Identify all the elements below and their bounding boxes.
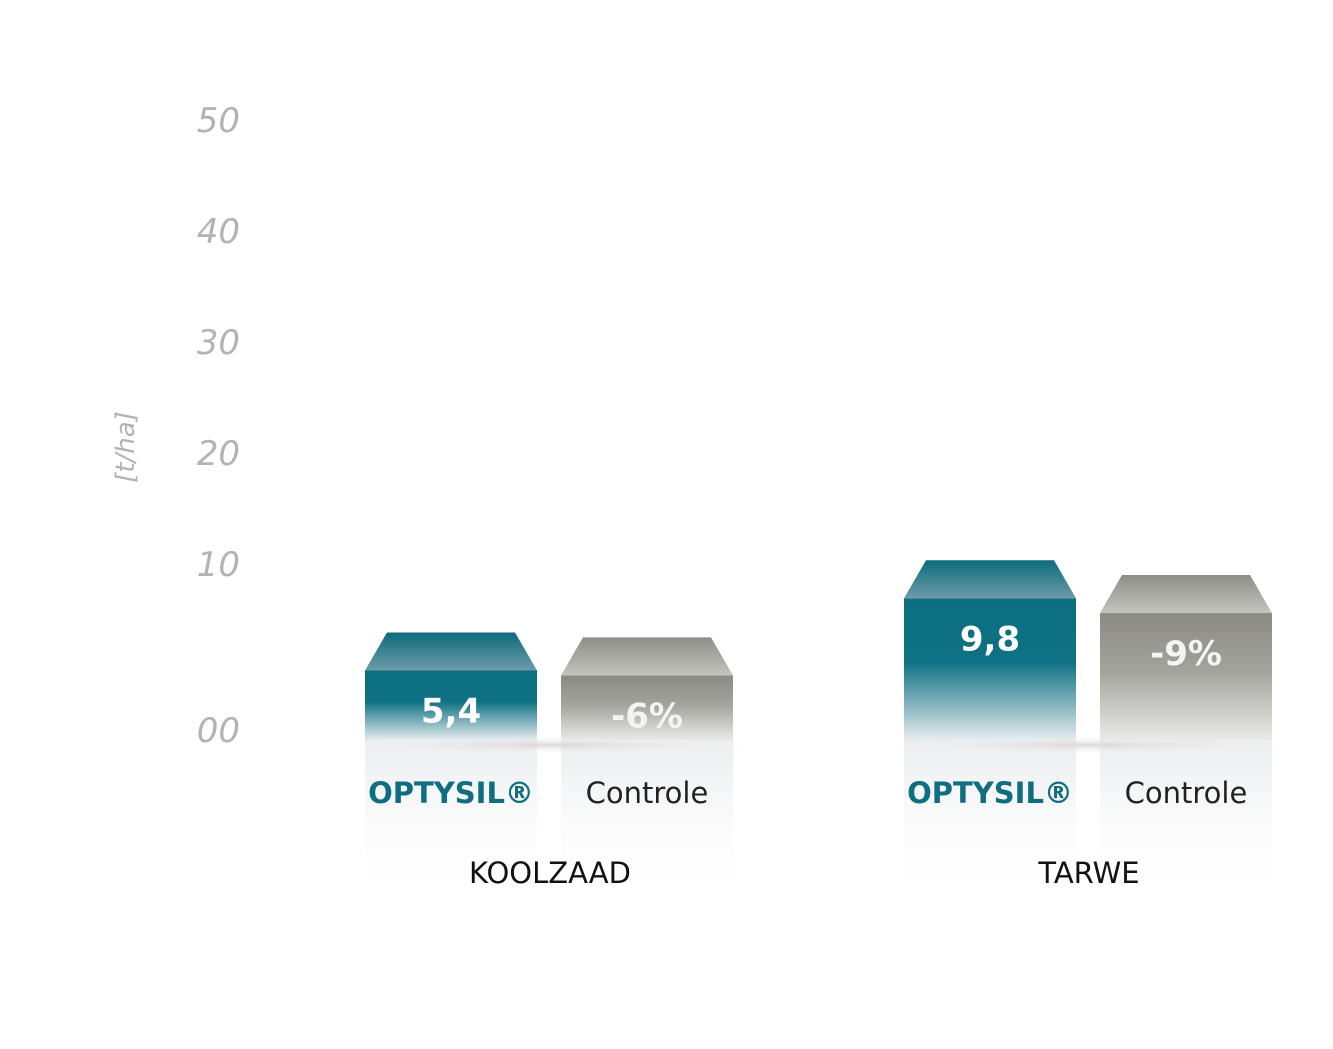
y-tick-label: 00 <box>197 711 240 751</box>
bar-top <box>904 560 1076 599</box>
bar-reflection <box>904 740 1076 905</box>
labels: 5,4 OPTYSIL® -6% Controle KOOLZAAD 9,8 OPTYSIL… <box>368 619 1247 890</box>
y-axis: 00 10 20 30 40 50 [t/ha] <box>111 101 240 751</box>
bar-value-label: -6% <box>611 696 683 736</box>
category-label: KOOLZAAD <box>469 856 631 890</box>
y-axis-label: [t/ha] <box>111 411 141 483</box>
series-name-label: Controle <box>586 776 709 810</box>
series-name-label: OPTYSIL® <box>907 776 1073 810</box>
bar-front <box>1100 613 1272 740</box>
y-tick-label: 40 <box>197 212 240 252</box>
y-tick-label: 50 <box>197 101 240 141</box>
bar-reflection <box>1100 740 1272 905</box>
bar-value-label: 9,8 <box>960 619 1020 659</box>
bar-top <box>561 637 733 676</box>
bars <box>365 560 1272 740</box>
bar-reflections <box>365 740 1272 905</box>
bar-top <box>365 632 537 671</box>
bar-front <box>365 670 537 740</box>
bar-value-label: 5,4 <box>421 691 481 731</box>
bar-front <box>904 598 1076 740</box>
y-tick-label: 10 <box>197 545 240 585</box>
bar-value-label: -9% <box>1150 634 1222 674</box>
category-label: TARWE <box>1037 856 1139 890</box>
y-tick-label: 30 <box>197 323 240 363</box>
bar-reflection <box>561 740 733 905</box>
series-name-label: Controle <box>1125 776 1248 810</box>
series-name-label: OPTYSIL® <box>368 776 534 810</box>
y-tick-label: 20 <box>197 434 240 474</box>
bar-front <box>561 675 733 740</box>
bar-top <box>1100 575 1272 614</box>
bar-reflection <box>365 740 537 905</box>
